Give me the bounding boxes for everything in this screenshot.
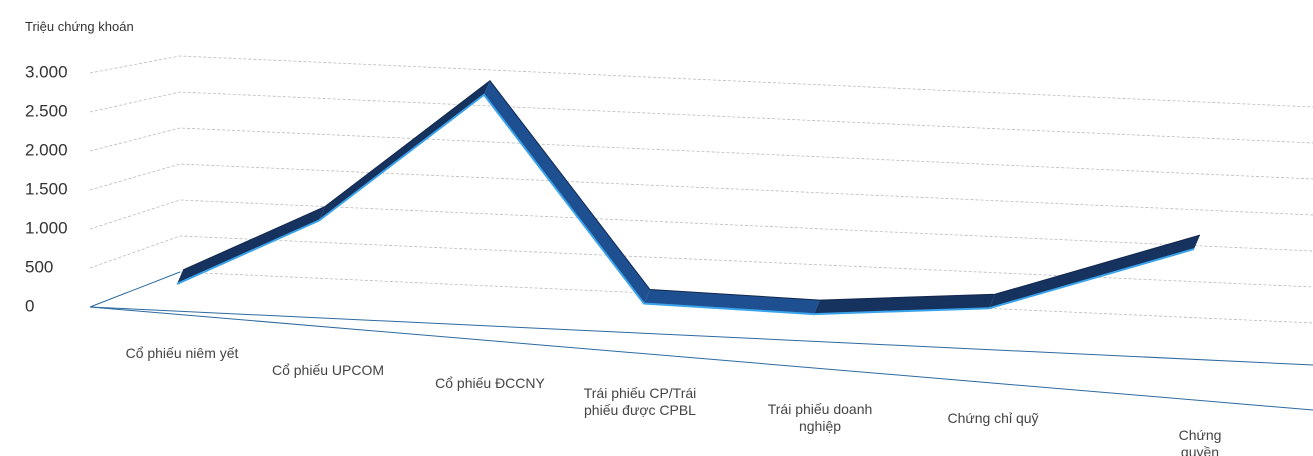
grid-line [89, 163, 1313, 216]
y-tick-label: 2.000 [25, 140, 68, 159]
grid-line [89, 91, 1313, 144]
x-tick-label: Cổ phiếu ĐCCNY [435, 375, 545, 391]
floor-line [89, 306, 1313, 366]
x-tick-label: Chứng chỉ quỹ [947, 410, 1039, 426]
grid-line [89, 55, 1313, 108]
x-tick-label: Cổ phiếu niêm yết [125, 345, 239, 361]
y-tick-label: 500 [25, 257, 53, 276]
grid-line [89, 235, 1313, 288]
x-tick-label: Trái phiếu doanh nghiệp [767, 401, 873, 434]
x-tick-label: Chứng quyền [1178, 427, 1222, 456]
y-tick-label: 0 [25, 296, 34, 315]
ribbon-face [989, 235, 1200, 309]
y-tick-label: 2.500 [25, 101, 68, 120]
y-axis-label: Triệu chứng khoán [25, 19, 134, 34]
ribbon-face [484, 80, 650, 304]
series-line-top [182, 80, 1201, 301]
ribbon-face [319, 80, 490, 221]
series-line [176, 93, 1195, 316]
y-tick-label: 1.500 [25, 179, 68, 198]
x-tick-label: Trái phiếu CP/Trái phiếu được CPBL [583, 385, 697, 418]
grid-line [89, 199, 1313, 252]
ribbon-face [177, 206, 325, 284]
floor-line [89, 271, 181, 308]
x-tick-label: Cổ phiếu UPCOM [271, 362, 385, 378]
ribbon-face [644, 289, 820, 315]
grid-line [89, 127, 1313, 180]
y-tick-label: 3.000 [25, 62, 68, 81]
y-tick-label: 1.000 [25, 218, 68, 237]
floor-line [89, 306, 1313, 411]
